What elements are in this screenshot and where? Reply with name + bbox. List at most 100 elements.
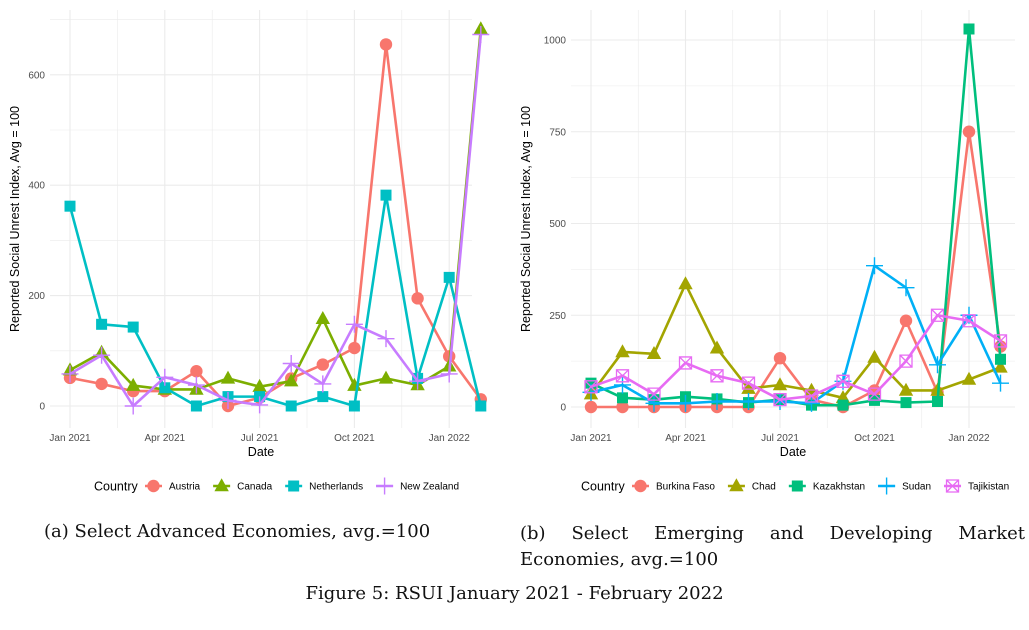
data-point (124, 397, 142, 415)
y-tick-label: 200 (28, 291, 45, 302)
data-point (377, 330, 395, 348)
y-tick-label: 1000 (544, 36, 567, 47)
data-point (317, 391, 329, 403)
data-point (348, 341, 361, 355)
legend-key-marker (634, 479, 647, 493)
data-point (127, 321, 139, 333)
data-point (867, 387, 882, 401)
data-point (252, 378, 267, 392)
data-point (773, 393, 787, 407)
figure-caption: Figure 5: RSUI January 2021 - February 2… (305, 583, 724, 604)
data-point (900, 397, 912, 409)
data-point (64, 200, 76, 212)
data-point (678, 276, 693, 290)
legend-key-marker (791, 480, 803, 492)
data-point (475, 400, 487, 412)
legend-key (727, 478, 745, 492)
data-point (836, 374, 850, 388)
x-tick-label: Jan 2022 (429, 433, 471, 444)
data-point (930, 308, 945, 322)
y-axis-title: Reported Social Unrest Index, Avg = 100 (8, 106, 22, 332)
legend-label: Burkina Faso (656, 482, 715, 493)
legend-key-marker (376, 477, 394, 495)
data-point (95, 377, 108, 391)
data-point (899, 314, 913, 327)
data-point (156, 368, 174, 386)
data-point (282, 354, 300, 372)
data-point (678, 356, 693, 370)
data-point (617, 392, 628, 404)
legend-label: Sudan (902, 482, 931, 493)
data-point (409, 372, 427, 390)
data-point (995, 353, 1006, 365)
legend-key (944, 479, 962, 493)
legend-key-marker (945, 479, 960, 493)
data-point (962, 125, 976, 138)
series-line (590, 27, 1002, 407)
data-point (348, 400, 360, 412)
legend-title: Country (94, 480, 139, 494)
legend-key (145, 479, 162, 493)
legend-label: New Zealand (400, 482, 459, 493)
legend-key-marker (214, 478, 229, 492)
data-point (773, 351, 787, 365)
data-point (615, 344, 630, 358)
data-point (647, 387, 661, 401)
subfigure-caption-a: (a) Select Advanced Economies, avg.=100 (44, 521, 431, 542)
legend-key (213, 478, 231, 492)
data-point (646, 346, 662, 360)
series-line (68, 193, 483, 408)
data-point (443, 271, 455, 283)
x-tick-label: Jul 2021 (761, 433, 799, 444)
data-point (772, 377, 788, 391)
legend-label: Netherlands (309, 482, 363, 493)
data-point (379, 38, 393, 51)
series-canada (62, 21, 488, 395)
legend-key-marker (288, 480, 300, 492)
series-sudan (582, 257, 1009, 412)
legend: Country Burkina Faso Chad Kazakhstan Sudan Ta… (581, 477, 1009, 495)
legend-key-marker (147, 479, 160, 493)
data-point (190, 400, 202, 412)
data-point (187, 376, 205, 394)
y-tick-label: 250 (549, 311, 566, 322)
x-tick-label: Apr 2021 (665, 433, 706, 444)
data-point (93, 346, 111, 364)
data-point (993, 334, 1008, 348)
data-point (804, 389, 819, 403)
data-point (899, 354, 913, 368)
data-point (741, 380, 756, 394)
data-point (961, 371, 977, 385)
legend-label: Kazakhstan (813, 482, 865, 493)
chart-panel-a: 0 200 400 600 Jan 2021 Apr 2021 Jul 2021 Oct 20… (0, 0, 505, 510)
data-point (584, 400, 598, 414)
legend-key (788, 480, 806, 492)
data-point (740, 392, 757, 410)
data-point (708, 392, 726, 410)
series-line (69, 34, 483, 408)
y-tick-label: 0 (560, 403, 566, 414)
data-point (411, 292, 424, 305)
y-tick-label: 600 (28, 70, 45, 81)
data-point (616, 400, 629, 414)
grid (50, 10, 472, 428)
series-tajikistan (584, 308, 1008, 407)
legend-key (878, 477, 896, 495)
data-point (285, 400, 297, 412)
legend: Country Austria Canada Netherlands New Zeala… (94, 477, 459, 495)
data-point (993, 359, 1008, 373)
legend-key-marker (729, 478, 744, 492)
data-point (96, 318, 108, 330)
data-point (440, 365, 458, 383)
data-point (992, 374, 1009, 392)
chart-b-svg: 0 250 500 750 1000 Jan 2021 Apr 2021 Jul 2021 Oc… (519, 10, 1015, 495)
data-point (932, 395, 943, 407)
data-point (584, 380, 598, 394)
y-axis-title: Reported Social Unrest Index, Avg = 100 (519, 106, 533, 332)
y-tick-label: 400 (28, 181, 45, 192)
x-tick-label: Jan 2021 (49, 433, 91, 444)
data-point (126, 377, 141, 391)
data-point (159, 382, 171, 394)
x-tick-label: Jul 2021 (241, 433, 279, 444)
legend-title: Country (581, 480, 626, 494)
